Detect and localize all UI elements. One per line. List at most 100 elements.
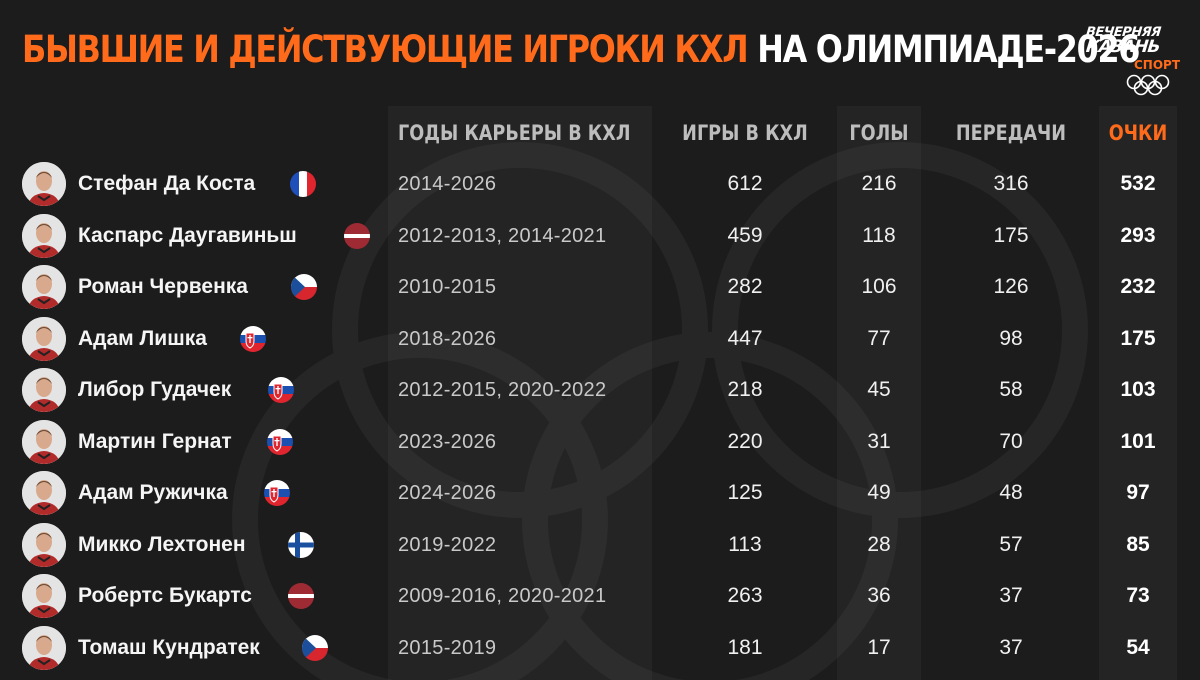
header-points: ОЧКИ [1108,121,1168,145]
header-career: ГОДЫ КАРЬЕРЫ В КХЛ [398,121,631,145]
table-row: Мартин Гернат 2023-2026 220 31 70 101 [0,416,1200,468]
title-highlight: БЫВШИЕ И ДЕЙСТВУЮЩИЕ ИГРОКИ КХЛ [22,28,749,71]
player-name: Адам Ружичка [78,481,228,504]
finland-flag-icon [288,531,314,558]
games-value: 612 [727,172,763,195]
logo-sport: СПОРТ [1133,58,1180,72]
player-name: Микко Лехтонен [78,532,246,556]
czechia-flag-icon [291,274,317,300]
latvia-flag-icon [344,222,370,249]
career-years: 2014-2026 [398,173,497,195]
table-row: Робертс Букартс 2009-2016, 2020-2021 263 36… [0,570,1200,622]
points-value: 85 [1126,532,1150,556]
career-years: 2012-2015, 2020-2022 [398,379,607,401]
games-value: 125 [727,481,763,504]
goals-value: 106 [861,275,897,298]
assists-value: 98 [999,326,1023,350]
player-name: Робертс Букартс [78,584,252,607]
player-avatar [22,213,66,258]
player-name: Томаш Кундратек [78,635,260,659]
slovakia-flag-icon [264,480,290,506]
page-title: БЫВШИЕ И ДЕЙСТВУЮЩИЕ ИГРОКИ КХЛ НА ОЛИМП… [22,28,1140,72]
player-avatar [22,625,66,670]
player-avatar [22,471,66,515]
france-flag-icon [290,171,316,197]
table-row: Томаш Кундратек 2015-2019 181 17 37 54 [0,622,1200,674]
career-years: 2019-2022 [398,533,497,556]
assists-value: 37 [999,635,1023,659]
goals-value: 77 [867,326,891,350]
table-row: Микко Лехтонен 2019-2022 113 28 57 85 [0,519,1200,571]
table-row: Роман Червенка 2010-2015 282 106 126 232 [0,261,1200,313]
career-years: 2010-2015 [398,276,497,298]
career-years: 2018-2026 [398,327,497,350]
slovakia-flag-icon [240,325,266,352]
career-years: 2015-2019 [398,636,497,659]
player-name: Стефан Да Коста [78,172,256,195]
player-avatar [22,368,66,412]
assists-value: 48 [999,481,1023,504]
vechernyaya-kazan-sport-logo: ВЕЧЕРНЯЯ КАЗАНЬ СПОРТ [1084,25,1186,98]
goals-value: 216 [861,172,897,195]
player-name: Роман Червенка [78,275,248,298]
games-value: 218 [727,378,763,401]
latvia-flag-icon [288,583,314,609]
points-value: 532 [1120,172,1156,195]
games-value: 447 [727,326,763,350]
table-row: Адам Ружичка 2024-2026 125 49 48 97 [0,467,1200,519]
games-value: 181 [727,635,763,659]
olympic-rings-icon [1126,74,1170,96]
player-avatar [22,316,66,361]
table-row: Адам Лишка 2018-2026 447 77 98 175 [0,313,1200,365]
goals-value: 118 [862,223,896,247]
assists-value: 316 [993,172,1029,195]
header-games: ИГРЫ В КХЛ [682,121,808,145]
points-value: 232 [1120,275,1156,298]
points-value: 293 [1120,223,1156,247]
goals-value: 28 [867,532,891,556]
points-value: 101 [1120,429,1156,453]
career-years: 2012-2013, 2014-2021 [398,224,607,247]
assists-value: 70 [999,429,1023,453]
goals-value: 31 [867,429,891,453]
table-row: Либор Гудачек 2012-2015, 2020-2022 218 45 58… [0,364,1200,416]
player-avatar [22,162,66,206]
games-value: 113 [728,532,762,556]
games-value: 282 [727,275,763,298]
player-name: Адам Лишка [78,326,207,350]
player-name: Мартин Гернат [78,429,232,453]
goals-value: 49 [867,481,891,504]
player-avatar [22,574,66,618]
points-value: 73 [1126,584,1150,607]
header-assists: ПЕРЕДАЧИ [955,121,1067,145]
table-row: Каспарс Даугавиньш 2012-2013, 2014-2021 45… [0,210,1200,262]
assists-value: 175 [993,223,1029,247]
player-avatar [22,265,66,309]
goals-value: 17 [867,635,891,659]
assists-value: 57 [999,532,1023,556]
player-name: Либор Гудачек [78,378,232,401]
slovakia-flag-icon [268,377,294,403]
player-avatar [22,522,66,567]
games-value: 459 [727,223,763,247]
games-value: 263 [727,584,763,607]
points-value: 175 [1120,326,1156,350]
points-value: 54 [1126,635,1150,659]
logo-line-2: КАЗАНЬ [1084,37,1161,57]
goals-value: 45 [867,378,891,401]
points-value: 103 [1120,378,1156,401]
assists-value: 126 [993,275,1029,298]
career-years: 2024-2026 [398,482,497,504]
goals-value: 36 [867,584,891,607]
table-row: Стефан Да Коста 2014-2026 612 216 316 532 [0,158,1200,210]
assists-value: 37 [999,584,1023,607]
czechia-flag-icon [302,634,328,661]
player-avatar [22,419,66,464]
title-rest: НА ОЛИМПИАДЕ-2026 [757,28,1140,71]
assists-value: 58 [999,378,1023,401]
career-years: 2023-2026 [398,430,497,453]
games-value: 220 [727,429,763,453]
points-value: 97 [1126,481,1150,504]
player-name: Каспарс Даугавиньш [78,223,297,247]
header-goals: ГОЛЫ [849,121,909,145]
